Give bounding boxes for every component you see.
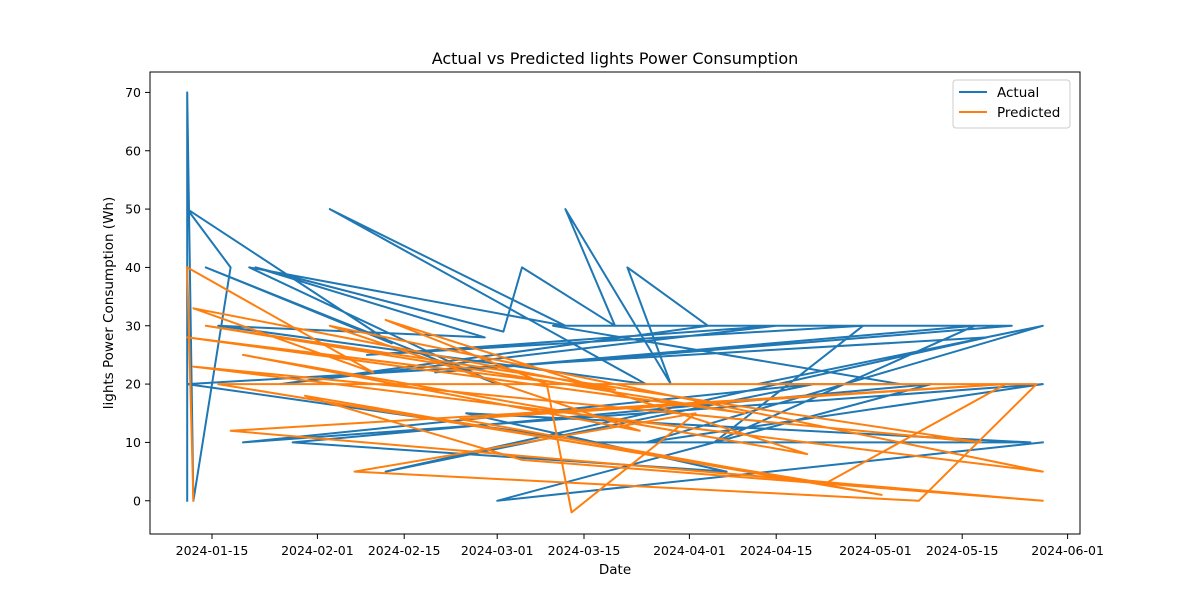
x-axis-label: Date xyxy=(599,562,631,578)
x-tick-label: 2024-01-15 xyxy=(176,543,249,558)
plot-frame xyxy=(149,71,1081,535)
x-tick-label: 2024-06-01 xyxy=(1031,543,1104,558)
x-tick-label: 2024-05-15 xyxy=(926,543,999,558)
y-tick-label: 60 xyxy=(125,143,141,158)
series-layer xyxy=(186,91,1044,514)
y-tick-label: 30 xyxy=(125,318,141,333)
x-tick-label: 2024-05-01 xyxy=(839,543,912,558)
chart-title: Actual vs Predicted lights Power Consump… xyxy=(432,49,799,68)
x-tick-label: 2024-03-15 xyxy=(548,543,621,558)
legend: Actual Predicted xyxy=(952,79,1071,129)
legend-label-actual: Actual xyxy=(997,85,1039,101)
y-tick-label: 10 xyxy=(125,435,141,450)
y-axis-label: lights Power Consumption (Wh) xyxy=(101,197,117,410)
x-tick-label: 2024-03-01 xyxy=(461,543,534,558)
y-tick-label: 0 xyxy=(133,493,141,508)
x-tick-label: 2024-04-01 xyxy=(653,543,726,558)
y-tick-label: 40 xyxy=(125,260,141,275)
series-line-actual xyxy=(186,91,1044,502)
x-tick-label: 2024-02-01 xyxy=(281,543,354,558)
axes-layer: 2024-01-15 2024-02-01 2024-02-15 2024-03-01… xyxy=(125,71,1104,558)
y-tick-label: 20 xyxy=(125,377,141,392)
x-tick-label: 2024-04-15 xyxy=(740,543,813,558)
x-tick-label: 2024-02-15 xyxy=(368,543,441,558)
y-tick-label: 70 xyxy=(125,85,141,100)
series-line-predicted xyxy=(186,266,1044,514)
y-tick-label: 50 xyxy=(125,202,141,217)
legend-label-predicted: Predicted xyxy=(997,105,1060,121)
